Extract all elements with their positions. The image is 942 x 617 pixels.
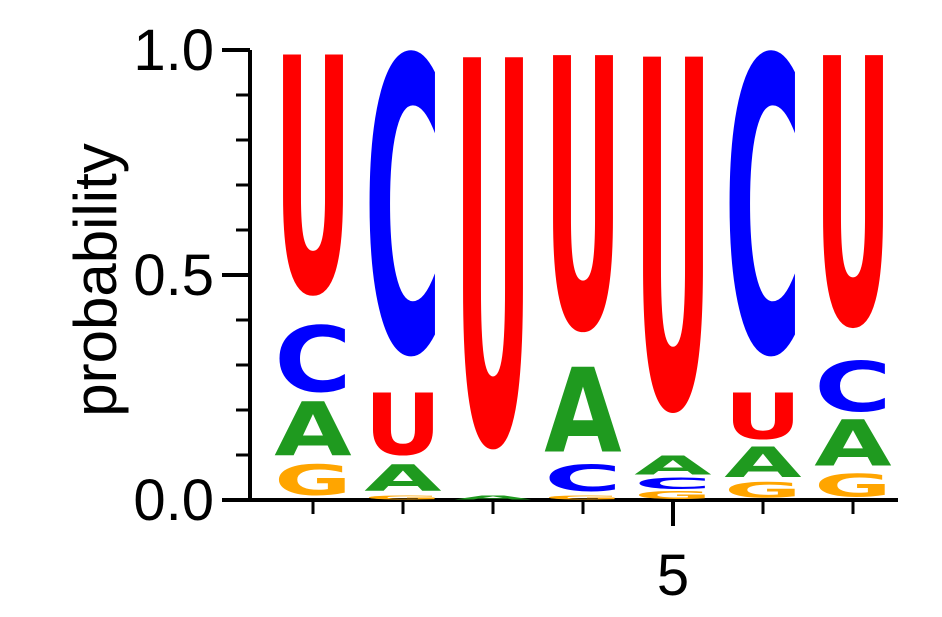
logo-letter: U (364, 377, 441, 475)
logo-letter: U (634, 0, 711, 520)
logo-letter: G (544, 495, 621, 501)
logo-letter: A (634, 450, 712, 480)
logo-letter: C (634, 475, 711, 493)
logo-letter: C (814, 348, 891, 427)
logo-letter: A (544, 343, 621, 479)
logo-letter: G (364, 495, 441, 501)
y-axis-label: probability (62, 143, 129, 417)
logo-letter: G (274, 457, 351, 506)
logo-letter: A (724, 439, 801, 488)
logo-letter: U (814, 0, 891, 411)
logo-letter: A (454, 495, 532, 501)
logo-letter: A (364, 457, 441, 500)
logo-letter: A (274, 388, 351, 474)
logo-letter: G (814, 467, 891, 504)
logo-letter: G (634, 489, 711, 501)
logo-letter: C (274, 309, 351, 413)
y-tick-label: 0.0 (133, 468, 214, 533)
logo-letter: U (454, 0, 531, 567)
logo-letter: U (724, 381, 801, 454)
logo-letter: G (724, 479, 801, 503)
logo-letter: C (724, 0, 801, 446)
logo-letter: C (364, 0, 441, 446)
y-tick-label: 1.0 (133, 18, 214, 83)
logo-letter: C (544, 457, 621, 500)
logo-letter: U (544, 0, 621, 416)
logo-letter: U (274, 0, 351, 369)
y-tick-label: 0.5 (133, 243, 214, 308)
x-tick-label: 5 (657, 543, 689, 608)
logo-letter: A (814, 407, 892, 481)
